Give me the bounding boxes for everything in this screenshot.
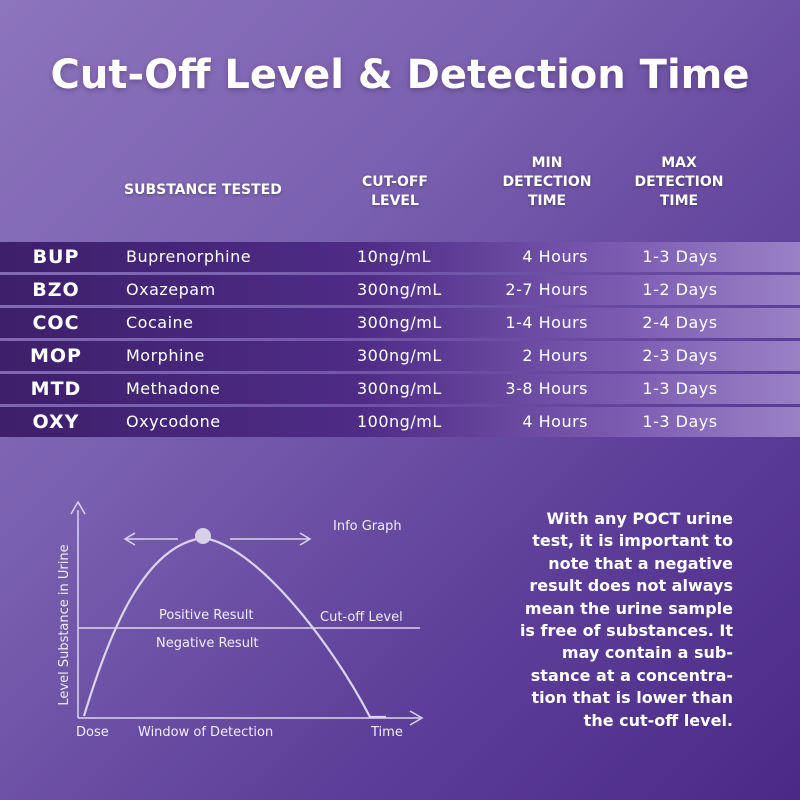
substance-name: Morphine [126, 346, 205, 365]
peak-marker [195, 528, 211, 544]
drug-code: MOP [30, 345, 82, 367]
table-row: MOP Morphine 300ng/mL 2 Hours 2-3 Days [0, 341, 800, 371]
disclaimer-paragraph: With any POCT urine test, it is importan… [508, 508, 733, 732]
positive-result-label: Positive Result [159, 608, 253, 623]
cutoff-value: 300ng/mL [357, 346, 442, 365]
disclaimer-line: With any POCT urine [546, 509, 734, 528]
negative-result-label: Negative Result [156, 636, 259, 651]
disclaimer-line: result does not always [529, 576, 733, 596]
drug-code: BUP [32, 246, 80, 268]
table-row: MTD Methadone 300ng/mL 3-8 Hours 1-3 Day… [0, 374, 800, 404]
substance-name: Oxazepam [126, 280, 216, 299]
disclaimer-line: stance at a concentra- [530, 665, 733, 685]
max-detection-value: 1-3 Days [642, 247, 718, 266]
drug-code: OXY [32, 411, 80, 433]
max-detection-value: 1-2 Days [642, 280, 718, 299]
header-min-detection: MIN DETECTION TIME [502, 155, 592, 209]
max-detection-value: 1-3 Days [642, 412, 718, 431]
drug-code: COC [32, 312, 80, 334]
table-row: BZO Oxazepam 300ng/mL 2-7 Hours 1-2 Days [0, 275, 800, 305]
max-detection-value: 2-4 Days [642, 313, 718, 332]
substance-name: Buprenorphine [126, 247, 252, 266]
min-detection-value: 2 Hours [522, 346, 588, 365]
disclaimer-line: the cut-off level. [583, 710, 733, 730]
max-detection-value: 2-3 Days [642, 346, 718, 365]
cutoff-value: 300ng/mL [357, 313, 442, 332]
left-arrow-head [123, 532, 136, 546]
table-row: BUP Buprenorphine 10ng/mL 4 Hours 1-3 Da… [0, 242, 800, 272]
min-detection-value: 1-4 Hours [505, 313, 588, 332]
x-axis-arrowhead [409, 710, 424, 726]
disclaimer-line: note that a negative [548, 553, 733, 573]
drug-code: MTD [30, 378, 82, 400]
min-detection-value: 4 Hours [522, 412, 588, 431]
min-detection-value: 4 Hours [522, 247, 588, 266]
table-row: COC Cocaine 300ng/mL 1-4 Hours 2-4 Days [0, 308, 800, 338]
substance-name: Cocaine [126, 313, 194, 332]
drug-code: BZO [32, 279, 80, 301]
header-substance: SUBSTANCE TESTED [124, 182, 282, 198]
max-detection-value: 1-3 Days [642, 379, 718, 398]
substance-name: Oxycodone [126, 412, 221, 431]
info-graph-label: Info Graph [333, 519, 402, 534]
disclaimer-line: test, it is important to [532, 531, 733, 551]
cutoff-value: 10ng/mL [357, 247, 432, 266]
header-cutoff: CUT-OFF LEVEL [362, 174, 428, 209]
disclaimer-line: may contain a sub- [561, 643, 733, 663]
window-of-detection-label: Window of Detection [138, 725, 273, 740]
cutoff-value: 100ng/mL [357, 412, 442, 431]
info-graph: Info Graph Level Substance in Urine Posi… [57, 500, 424, 740]
cutoff-level-label: Cut-off Level [320, 610, 403, 625]
cutoff-value: 300ng/mL [357, 280, 442, 299]
disclaimer-line: tion that is lower than [531, 688, 733, 708]
y-axis-arrowhead [70, 500, 86, 515]
disclaimer-line: is free of substances. It [519, 621, 733, 641]
time-label: Time [370, 725, 403, 740]
table-row: OXY Oxycodone 100ng/mL 4 Hours 1-3 Days [0, 407, 800, 437]
page-title: Cut-Off Level & Detection Time [50, 52, 750, 98]
min-detection-value: 2-7 Hours [505, 280, 588, 299]
right-arrow-head [299, 532, 312, 546]
header-max-detection: MAX DETECTION TIME [634, 155, 724, 209]
min-detection-value: 3-8 Hours [505, 379, 588, 398]
cutoff-value: 300ng/mL [357, 379, 442, 398]
y-axis-label: Level Substance in Urine [57, 544, 72, 705]
substance-name: Methadone [126, 379, 221, 398]
disclaimer-line: mean the urine sample [524, 598, 733, 618]
dose-label: Dose [76, 725, 109, 740]
